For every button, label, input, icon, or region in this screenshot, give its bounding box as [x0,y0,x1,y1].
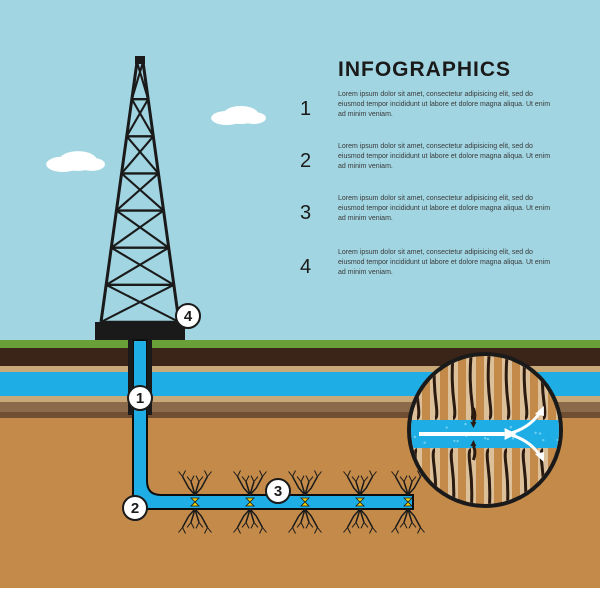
marker-2: 2 [122,495,148,521]
description-3: Lorem ipsum dolor sit amet, consectetur … [338,194,558,223]
zoom-detail [407,352,563,508]
description-1: Lorem ipsum dolor sit amet, consectetur … [338,90,558,119]
marker-3: 3 [265,478,291,504]
infographic-title: INFOGRAPHICS [338,58,511,82]
description-2: Lorem ipsum dolor sit amet, consectetur … [338,142,558,171]
infographic-canvas: 4 1 2 3 INFOGRAPHICS 1 2 3 4 Lorem ipsum dolor si… [0,0,600,600]
list-number-2: 2 [300,150,311,173]
list-number-3: 3 [300,202,311,225]
description-4: Lorem ipsum dolor sit amet, consectetur … [338,248,558,277]
marker-4: 4 [175,303,201,329]
marker-1: 1 [127,385,153,411]
list-number-1: 1 [300,98,311,121]
list-number-4: 4 [300,256,311,279]
